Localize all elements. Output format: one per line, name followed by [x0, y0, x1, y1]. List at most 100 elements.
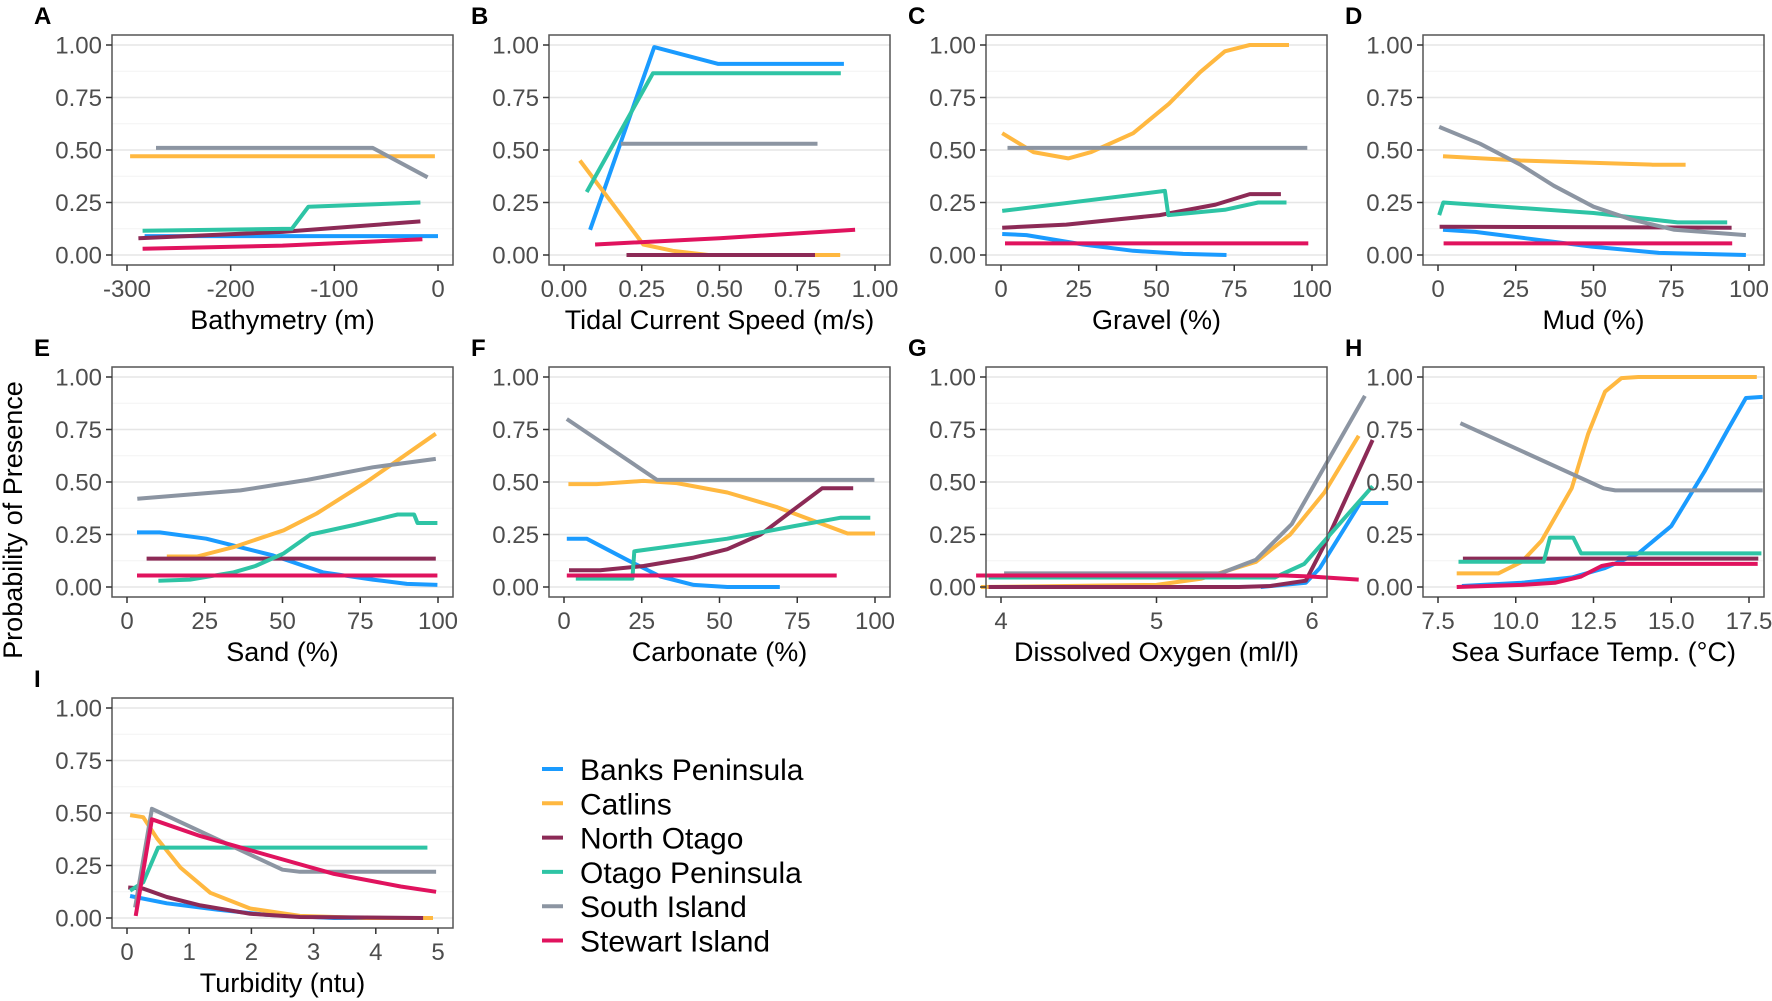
panel-c: 0.00 0.25 0.50 0.75 1.00 0 25 50 75 100 Gravel (%)… — [908, 3, 1332, 335]
legend-item-banks-peninsula: Banks Peninsula — [542, 754, 804, 787]
x-tick-label: 50 — [269, 608, 296, 635]
series-line-banks-peninsula — [1002, 232, 1227, 257]
y-tick-label: 0.25 — [1366, 522, 1413, 549]
x-tick-label: 100 — [418, 608, 458, 635]
x-tick-label: 75 — [1221, 276, 1248, 303]
y-tick-label: 0.25 — [55, 190, 102, 217]
panel-f: 0.00 0.25 0.50 0.75 1.00 0 25 50 75 100 Carbonate … — [471, 335, 895, 667]
panel-letter: F — [471, 335, 486, 362]
x-tick-label: 0 — [120, 939, 133, 966]
legend-label: Otago Peninsula — [580, 857, 802, 890]
panel-h: 0.00 0.25 0.50 0.75 1.00 7.5 10.0 12.5 15.0 17.5S… — [1345, 335, 1772, 667]
x-tick-label: 25 — [1502, 276, 1529, 303]
y-tick-label: 0.50 — [1366, 470, 1413, 497]
series-line-stewart-island — [142, 237, 423, 251]
x-tick-label: 25 — [628, 608, 655, 635]
x-tick-label: 0 — [557, 608, 570, 635]
y-tick-label: 0.00 — [929, 575, 976, 602]
series-line-otago-peninsula — [584, 71, 841, 193]
series-line-otago-peninsula — [1001, 188, 1287, 218]
x-axis-title: Carbonate (%) — [632, 637, 808, 667]
y-tick-label: 1.00 — [55, 696, 102, 723]
x-tick-label: 3 — [307, 939, 320, 966]
series-line-south-island — [1438, 125, 1747, 238]
x-tick-label: 0 — [994, 276, 1007, 303]
legend-item-south-island: South Island — [542, 891, 747, 924]
x-tick-label: 0 — [1431, 276, 1444, 303]
legend-item-north-otago: North Otago — [542, 823, 743, 856]
legend-label: Banks Peninsula — [580, 754, 804, 787]
y-tick-label: 0.25 — [929, 190, 976, 217]
y-tick-label: 1.00 — [929, 365, 976, 392]
y-tick-label: 0.75 — [929, 85, 976, 112]
x-tick-label: -300 — [103, 276, 151, 303]
x-tick-label: 50 — [1143, 276, 1170, 303]
series-line-catlins — [1442, 154, 1686, 167]
series-line-banks-peninsula — [1461, 394, 1763, 588]
y-tick-label: 1.00 — [55, 33, 102, 60]
series-line-south-island — [1004, 394, 1367, 576]
y-tick-label: 1.00 — [1366, 365, 1413, 392]
y-tick-label: 0.75 — [55, 417, 102, 444]
panel-letter: I — [34, 666, 41, 693]
y-tick-label: 0.00 — [929, 243, 976, 270]
y-tick-label: 0.25 — [55, 853, 102, 880]
series-line-north-otago — [138, 219, 421, 241]
x-tick-label: 4 — [994, 608, 1007, 635]
x-tick-label: 6 — [1305, 608, 1318, 635]
x-tick-label: 1.00 — [852, 276, 899, 303]
y-tick-label: 0.50 — [55, 470, 102, 497]
x-tick-label: 17.5 — [1726, 608, 1772, 635]
y-tick-label: 0.75 — [492, 85, 539, 112]
x-tick-label: 75 — [1658, 276, 1685, 303]
series-line-stewart-island — [133, 817, 437, 917]
panel-b: 0.00 0.25 0.50 0.75 1.00 0.00 0.25 0.50 0.75 1.00… — [471, 3, 898, 335]
y-tick-label: 0.00 — [55, 243, 102, 270]
legend-label: South Island — [580, 891, 747, 924]
series-line-otago-peninsula — [1458, 535, 1762, 564]
x-tick-label: -200 — [207, 276, 255, 303]
y-tick-label: 0.50 — [492, 470, 539, 497]
y-tick-label: 0.75 — [492, 417, 539, 444]
y-tick-label: 0.00 — [55, 575, 102, 602]
y-tick-label: 0.50 — [55, 138, 102, 165]
x-axis-title: Tidal Current Speed (m/s) — [565, 305, 875, 335]
x-tick-label: 1 — [183, 939, 196, 966]
x-axis-title: Sand (%) — [226, 637, 339, 667]
series-line-stewart-island — [594, 227, 856, 247]
series-line-north-otago — [128, 885, 424, 920]
x-tick-label: 5 — [1150, 608, 1163, 635]
panel-letter: B — [471, 3, 488, 30]
x-tick-label: 0 — [431, 276, 444, 303]
legend-label: North Otago — [580, 823, 743, 856]
y-tick-label: 1.00 — [55, 365, 102, 392]
x-tick-label: 75 — [784, 608, 811, 635]
series-line-otago-peninsula — [1437, 200, 1728, 225]
series-line-catlins — [1456, 375, 1757, 576]
series-line-catlins — [568, 478, 875, 536]
x-tick-label: 0.00 — [541, 276, 588, 303]
series-line-stewart-island — [1456, 561, 1758, 589]
x-tick-label: 50 — [1580, 276, 1607, 303]
y-tick-label: 0.50 — [929, 470, 976, 497]
series-line-south-island — [1459, 421, 1763, 493]
series-line-catlins — [166, 432, 437, 559]
series-line-catlins — [1001, 43, 1289, 161]
series-line-otago-peninsula — [142, 200, 421, 233]
x-tick-label: 75 — [347, 608, 374, 635]
y-tick-label: 0.25 — [492, 190, 539, 217]
y-tick-label: 0.50 — [1366, 138, 1413, 165]
series-line-banks-peninsula — [588, 45, 844, 231]
x-tick-label: 25 — [1065, 276, 1092, 303]
y-tick-label: 0.25 — [1366, 190, 1413, 217]
y-tick-label: 0.75 — [1366, 417, 1413, 444]
series-line-south-island — [565, 417, 875, 482]
y-tick-label: 0.75 — [929, 417, 976, 444]
x-axis-title: Dissolved Oxygen (ml/l) — [1014, 637, 1299, 667]
legend-item-stewart-island: Stewart Island — [542, 926, 770, 959]
x-tick-label: -100 — [310, 276, 358, 303]
legend-label: Catlins — [580, 788, 672, 821]
panel-letter: E — [34, 335, 50, 362]
x-tick-label: 0.25 — [618, 276, 665, 303]
y-axis-title: Probability of Presence — [0, 381, 28, 659]
